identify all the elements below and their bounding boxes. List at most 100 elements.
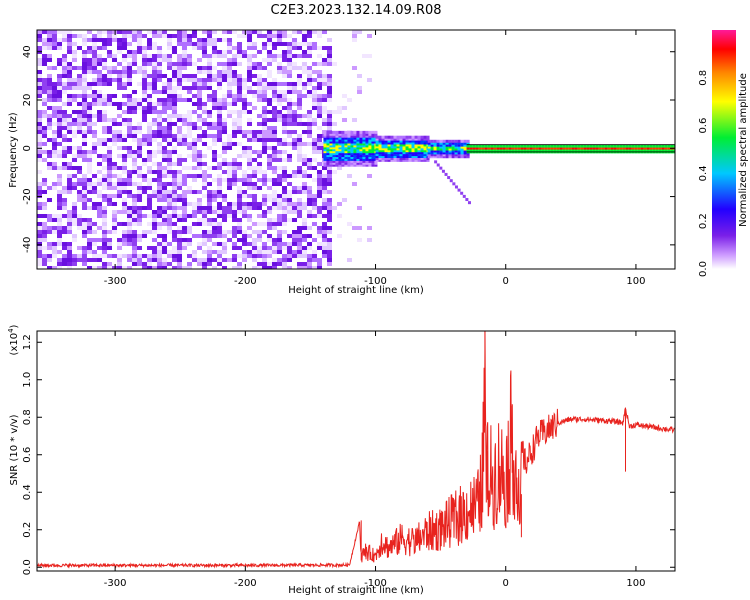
spectrogram-cell [87, 94, 92, 98]
spectrogram-cell [307, 166, 312, 170]
signal-cell [353, 140, 357, 144]
spectrogram-cell [322, 118, 327, 122]
signal-cell [371, 154, 375, 158]
spectrogram-cell [87, 114, 92, 118]
spectrogram-cell [242, 134, 247, 138]
spectrogram-cell [137, 122, 142, 126]
signal-cell [508, 144, 512, 148]
spectrogram-cell [147, 222, 152, 226]
spectrogram-cell [172, 266, 177, 269]
signal-cell [466, 148, 470, 152]
spectrogram-cell [147, 230, 152, 234]
spectrogram-cell [267, 58, 272, 62]
signal-cell [517, 144, 521, 148]
spectrogram-cell [322, 230, 327, 234]
spectrogram-cell [117, 190, 122, 194]
signal-cell [371, 142, 375, 146]
spectrogram-cell [297, 98, 302, 102]
spectrogram-cell [177, 30, 182, 34]
spectrogram-cell [182, 266, 187, 269]
spectrogram-cell [207, 190, 212, 194]
signal-cell [610, 144, 614, 148]
signal-cell [396, 145, 400, 149]
spectrogram-cell [212, 134, 217, 138]
spectrogram-cell [452, 182, 456, 186]
signal-cell [323, 152, 327, 156]
spectrogram-cell [102, 142, 107, 146]
x-tick-label: -200 [234, 276, 257, 287]
signal-cell [478, 146, 482, 150]
signal-cell [411, 141, 415, 145]
spectrogram-cell [172, 258, 177, 262]
spectrogram-cell [227, 182, 232, 186]
spectrogram-cell [207, 114, 212, 118]
spectrogram-cell [297, 198, 302, 202]
spectrogram-cell [52, 66, 57, 70]
spectrogram-cell [137, 238, 142, 242]
spectrogram-cell [157, 262, 162, 266]
signal-cell [442, 141, 446, 145]
spectrogram-cell [47, 154, 52, 158]
spectrogram-cell [142, 58, 147, 62]
spectrogram-cell [167, 62, 172, 66]
signal-cell [643, 148, 647, 152]
spectrogram-cell [127, 78, 132, 82]
signal-cell [457, 153, 461, 157]
spectrogram-cell [322, 178, 327, 182]
spectrogram-cell [292, 114, 297, 118]
spectrogram-cell [167, 154, 172, 158]
spectrogram-cell [117, 258, 122, 262]
spectrogram-cell [337, 234, 342, 238]
spectrogram-cell [42, 158, 47, 162]
spectrogram-cell [227, 46, 232, 50]
signal-cell [347, 130, 351, 134]
spectrogram-cell [302, 70, 307, 74]
spectrogram-cell [152, 34, 157, 38]
spectrogram-cell [207, 194, 212, 198]
signal-cell [387, 149, 391, 153]
spectrogram-cell [82, 134, 87, 138]
spectrogram-cell [152, 214, 157, 218]
spectrogram-cell [182, 178, 187, 182]
spectrogram-cell [277, 110, 282, 114]
spectrogram-cell [292, 90, 297, 94]
spectrogram-cell [57, 194, 62, 198]
spectrogram-cell [207, 222, 212, 226]
signal-cell [393, 147, 397, 151]
signal-cell [368, 161, 372, 165]
spectrogram-cell [357, 90, 362, 94]
spectrogram-cell [292, 234, 297, 238]
signal-cell [529, 146, 533, 150]
spectrogram-cell [242, 54, 247, 58]
signal-cell [408, 137, 412, 141]
spectrogram-cell [92, 102, 97, 106]
signal-cell [472, 148, 476, 152]
spectrogram-cell [282, 158, 287, 162]
signal-cell [384, 143, 388, 147]
spectrogram-cell [177, 62, 182, 66]
spectrogram-cell [182, 218, 187, 222]
spectrogram-cell [202, 46, 207, 50]
spectrogram-cell [267, 118, 272, 122]
spectrogram-cell [282, 114, 287, 118]
spectrogram-cell [167, 86, 172, 90]
spectrogram-cell [157, 66, 162, 70]
spectrogram-cell [302, 38, 307, 42]
signal-cell [365, 136, 369, 140]
spectrogram-cell [262, 222, 267, 226]
spectrogram-cell [222, 266, 227, 269]
signal-cell [442, 155, 446, 159]
spectrogram-cell [47, 82, 52, 86]
spectrogram-cell [132, 154, 137, 158]
spectrogram-cell [167, 254, 172, 258]
spectrogram-cell [302, 226, 307, 230]
spectrogram-cell [207, 166, 212, 170]
spectrogram-cell [42, 206, 47, 210]
spectrogram-cell [307, 174, 312, 178]
signal-cell [439, 147, 443, 151]
spectrogram-cell [292, 206, 297, 210]
spectrogram-cell [232, 162, 237, 166]
spectrogram-cell [87, 246, 92, 250]
spectrogram-cell [152, 194, 157, 198]
spectrogram-cell [97, 226, 102, 230]
